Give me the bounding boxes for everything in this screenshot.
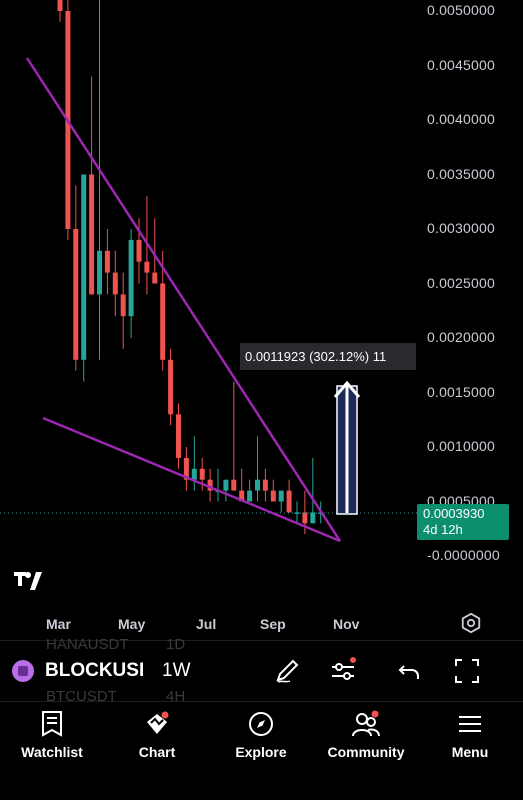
x-axis-tick: Sep (260, 616, 286, 632)
x-axis-tick: Mar (46, 616, 71, 632)
nav-label: Watchlist (21, 744, 83, 760)
candle-body (97, 250, 102, 295)
nav-label: Explore (235, 744, 287, 760)
y-axis-tick: 0.0030000 (427, 220, 495, 236)
divider (0, 640, 523, 641)
candle-body (255, 479, 260, 491)
candle-body (278, 490, 284, 502)
candle-body (223, 479, 229, 491)
candle-body (112, 272, 118, 295)
y-axis-tick: 0.0015000 (427, 383, 495, 400)
y-axis-tick: 0.0010000 (427, 438, 495, 454)
measure-label: 0.0011923 (302.12%) 11 (240, 343, 416, 370)
nav-chart[interactable]: Chart (105, 702, 209, 772)
current-price-badge: 0.0003930 4d 12h (417, 504, 509, 540)
y-axis-tick: 0.0035000 (427, 165, 495, 182)
candle-body (286, 490, 292, 513)
divider (0, 701, 523, 702)
tradingview-logo (14, 572, 46, 596)
candle-body (104, 250, 110, 273)
y-axis-tick: 0.0025000 (427, 274, 495, 291)
chart-nav-icon (147, 711, 169, 734)
indicators-icon[interactable] (328, 656, 358, 686)
symbol-logo-icon (12, 660, 34, 682)
wedge-lower-line (42, 416, 341, 543)
candle-body (270, 490, 276, 502)
hamburger-menu-icon (459, 716, 481, 732)
candle-body (73, 229, 79, 360)
y-axis-tick: -0.0000000 (427, 547, 500, 563)
nav-community[interactable]: Community (314, 702, 418, 772)
candle-body (239, 490, 245, 502)
ghost-symbol-top: HANAUSDT (46, 636, 129, 653)
candle-body (247, 490, 253, 502)
candle-body (207, 479, 213, 491)
candle-body (302, 512, 308, 524)
wedge-upper-line (25, 57, 342, 542)
bottom-navigation: Watchlist Chart Explore Community (0, 702, 523, 800)
candle-body (128, 239, 134, 317)
ghost-interval-top: 1D (166, 636, 186, 653)
candle-body (81, 174, 87, 360)
candle-body (152, 272, 158, 284)
nav-explore[interactable]: Explore (209, 702, 313, 772)
candle-body (183, 457, 189, 480)
ghost-interval-bottom: 4H (166, 688, 186, 705)
nav-label: Community (327, 744, 405, 760)
x-axis-tick: May (118, 616, 146, 632)
candle-body (136, 239, 142, 262)
candle-body (120, 294, 126, 317)
candle-body (168, 359, 174, 415)
candle-body (294, 512, 300, 514)
y-axis-tick: 0.0020000 (427, 329, 495, 345)
candle-body (191, 468, 197, 480)
y-axis-tick: 0.0045000 (427, 56, 495, 73)
community-icon (352, 710, 380, 737)
candle-body (231, 479, 237, 491)
nav-label: Menu (451, 744, 489, 760)
y-axis-tick: 0.0050000 (427, 2, 495, 18)
nav-watchlist[interactable]: Watchlist (0, 702, 104, 772)
candle-body (199, 468, 205, 480)
x-axis-tick: Jul (196, 616, 217, 632)
nav-label: Chart (138, 744, 176, 760)
symbol-name-button[interactable]: BLOCKUSDT (45, 660, 143, 681)
current-price: 0.0003930 (423, 506, 485, 521)
chart-settings-icon[interactable] (460, 612, 482, 634)
ghost-symbol-bottom: BTCUSDT (46, 688, 117, 705)
candle-body (310, 512, 316, 524)
candle-body (176, 414, 181, 458)
interval-button[interactable]: 1W (162, 660, 191, 681)
price-chart[interactable] (0, 0, 523, 640)
candle-body (57, 0, 63, 11)
undo-icon[interactable] (395, 656, 425, 686)
fullscreen-icon[interactable] (452, 656, 482, 686)
nav-menu[interactable]: Menu (418, 702, 522, 772)
drawing-pen-icon[interactable] (272, 656, 302, 686)
candle-body (262, 479, 268, 491)
countdown: 4d 12h (423, 522, 463, 537)
candle-body (160, 283, 166, 360)
watchlist-icon (42, 711, 62, 737)
candle-body (89, 174, 95, 295)
symbol-toolbar: HANAUSDT 1D BTCUSDT 4H (0, 636, 523, 705)
measure-arrowhead (333, 380, 361, 398)
compass-icon (249, 712, 273, 736)
candle-body (144, 261, 150, 273)
x-axis-tick: Nov (333, 616, 360, 632)
y-axis-tick: 0.0040000 (427, 111, 495, 127)
